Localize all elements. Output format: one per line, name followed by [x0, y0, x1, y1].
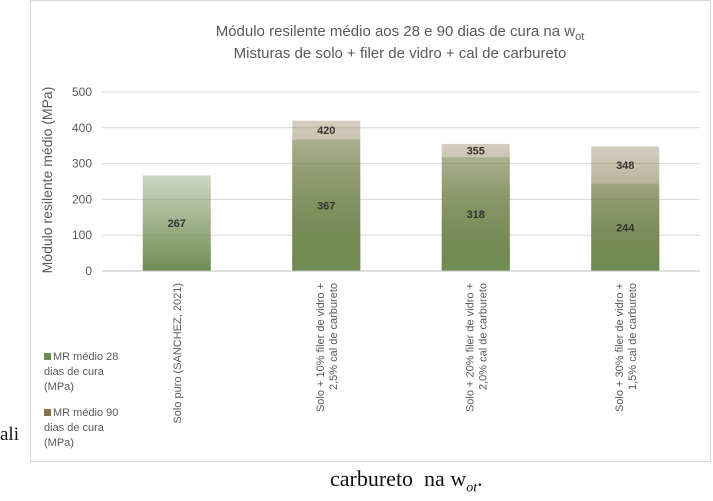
bar — [292, 139, 361, 271]
chart-subtitle: Misturas de solo + filer de vidro + cal … — [234, 45, 567, 62]
legend-swatch — [44, 409, 51, 416]
y-tick-label: 300 — [72, 157, 92, 171]
data-label: 420 — [317, 125, 335, 137]
x-tick-label: Solo + 10% filer de vidro + — [315, 283, 327, 412]
bar — [441, 157, 510, 271]
x-tick-label: Solo + 30% filer de vidro + — [614, 283, 626, 412]
chart: Módulo resilente médio aos 28 e 90 dias … — [39, 23, 700, 424]
legend-label: MR médio 90 dias de cura (MPa) — [44, 407, 119, 449]
legend-swatch — [44, 353, 51, 360]
x-tick-label: Solo puro (SANCHEZ, 2021) — [172, 283, 184, 424]
caption: carbureto na wot. — [330, 466, 483, 496]
x-tick-label: 1,5% cal de carbureto — [627, 283, 639, 390]
legend-item: MR médio 28 dias de cura (MPa) — [44, 350, 124, 395]
left-fragment: ali — [0, 424, 19, 445]
y-tick-label: 0 — [85, 264, 92, 278]
legend-label: MR médio 28 dias de cura (MPa) — [44, 351, 119, 393]
data-label: 355 — [467, 146, 485, 158]
title-subscript: ot — [575, 31, 584, 43]
y-tick-label: 100 — [72, 228, 92, 242]
y-tick-label: 400 — [72, 121, 92, 135]
y-tick-label: 200 — [72, 192, 92, 206]
caption-end: . — [477, 466, 483, 491]
data-label: 318 — [467, 209, 485, 221]
x-tick-label: 2,0% cal de carbureto — [477, 283, 489, 390]
chart-frame — [30, 0, 711, 462]
x-tick-label: Solo + 20% filer de vidro + — [464, 283, 476, 412]
legend-item: MR médio 90 dias de cura (MPa) — [44, 406, 124, 451]
bar — [142, 175, 211, 271]
title-text: Módulo resilente médio aos 28 e 90 dias … — [216, 23, 576, 40]
y-axis-label: Módulo resilente médio (MPa) — [39, 87, 55, 274]
caption-subscript: ot — [466, 480, 478, 496]
x-tick-label: 2,5% cal de carbureto — [328, 283, 340, 390]
data-label: 267 — [168, 218, 186, 230]
data-label: 348 — [616, 160, 634, 172]
chart-title: Módulo resilente médio aos 28 e 90 dias … — [216, 23, 585, 43]
data-label: 367 — [317, 200, 335, 212]
data-label: 244 — [616, 222, 635, 234]
caption-text: carbureto na w — [330, 466, 467, 491]
bar — [591, 183, 660, 271]
y-tick-label: 500 — [72, 85, 92, 99]
